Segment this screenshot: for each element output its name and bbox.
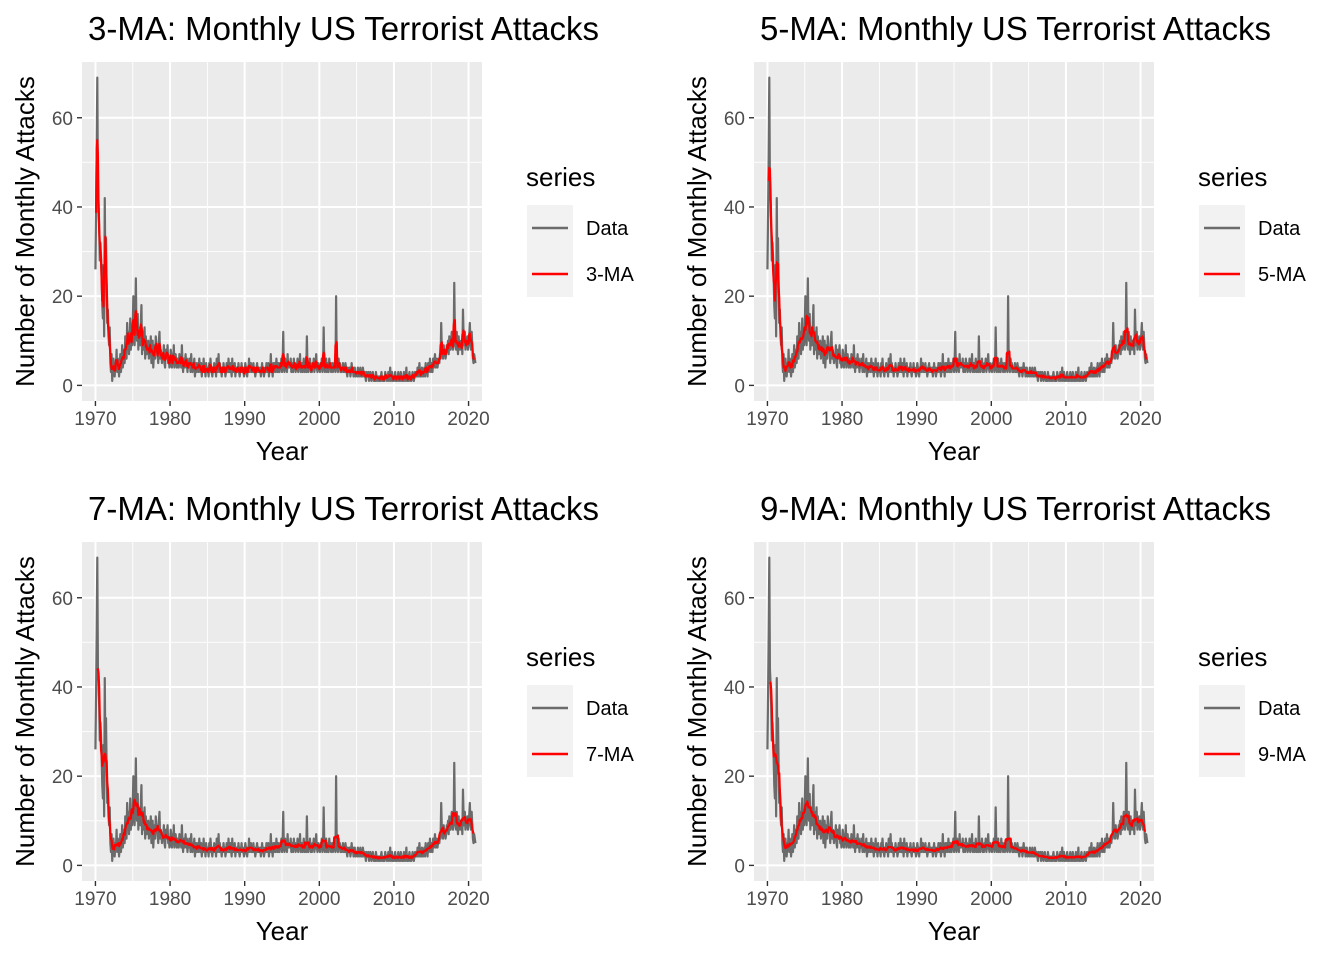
y-tick-label: 40 [52, 198, 73, 219]
x-tick-label: 2000 [970, 889, 1012, 910]
y-tick-label: 60 [724, 589, 745, 610]
x-tick-label: 2010 [1045, 889, 1087, 910]
y-tick-label: 0 [734, 856, 745, 877]
legend: series Data 7-MA [526, 642, 634, 777]
chart-title: 5-MA: Monthly US Terrorist Attacks [760, 10, 1271, 47]
x-tick-label: 2000 [970, 409, 1012, 430]
legend-label: Data [1258, 218, 1301, 240]
series-line-moving-average [94, 138, 476, 381]
y-tick-label: 20 [52, 767, 73, 788]
y-tick-label: 40 [724, 678, 745, 699]
x-tick-label: 1980 [821, 409, 863, 430]
legend-title: series [1198, 642, 1267, 672]
y-tick-label: 40 [52, 678, 73, 699]
y-axis-label: Number of Monthly Attacks [10, 556, 40, 867]
x-axis-label: Year [256, 916, 309, 946]
y-tick-label: 60 [52, 109, 73, 130]
y-tick-label: 60 [52, 589, 73, 610]
x-tick-label: 2000 [298, 889, 340, 910]
y-tick-label: 0 [62, 376, 73, 397]
legend-label: 3-MA [586, 264, 634, 286]
x-tick-label: 2020 [1119, 409, 1161, 430]
y-tick-label: 40 [724, 198, 745, 219]
x-tick-label: 2010 [1045, 409, 1087, 430]
x-tick-label: 1970 [74, 409, 116, 430]
x-tick-label: 1980 [149, 889, 191, 910]
x-tick-label: 2020 [1119, 889, 1161, 910]
x-tick-label: 1990 [224, 889, 266, 910]
y-tick-label: 0 [734, 376, 745, 397]
y-tick-label: 20 [52, 287, 73, 308]
x-tick-label: 1990 [896, 409, 938, 430]
x-tick-label: 1980 [149, 409, 191, 430]
series-line-moving-average [768, 681, 1147, 860]
x-tick-label: 1990 [896, 889, 938, 910]
x-tick-label: 2020 [447, 889, 489, 910]
chart-panel-2: 5-MA: Monthly US Terrorist Attacks 1970 19… [682, 10, 1306, 466]
x-tick-label: 2010 [373, 889, 415, 910]
x-tick-label: 1970 [74, 889, 116, 910]
y-tick-label: 20 [724, 767, 745, 788]
y-tick-label: 20 [724, 287, 745, 308]
legend-title: series [526, 642, 595, 672]
y-tick-label: 60 [724, 109, 745, 130]
chart-title: 9-MA: Monthly US Terrorist Attacks [760, 490, 1271, 527]
chart-title: 7-MA: Monthly US Terrorist Attacks [88, 490, 599, 527]
y-axis-label: Number of Monthly Attacks [10, 76, 40, 387]
series-line-moving-average [96, 668, 475, 860]
chart-panel-4: 9-MA: Monthly US Terrorist Attacks 1970 19… [682, 490, 1306, 946]
x-axis-label: Year [256, 436, 309, 466]
y-axis-label: Number of Monthly Attacks [682, 76, 712, 387]
x-tick-label: 1970 [746, 409, 788, 430]
x-tick-label: 2000 [298, 409, 340, 430]
chart-panel-1: 3-MA: Monthly US Terrorist Attacks 1970 19… [10, 10, 634, 466]
chart-title: 3-MA: Monthly US Terrorist Attacks [88, 10, 599, 47]
x-tick-label: 2020 [447, 409, 489, 430]
y-tick-label: 0 [62, 856, 73, 877]
legend-title: series [526, 162, 595, 192]
x-axis-label: Year [928, 436, 981, 466]
legend: series Data 5-MA [1198, 162, 1306, 297]
legend-label: Data [1258, 698, 1301, 720]
x-tick-label: 1970 [746, 889, 788, 910]
legend-label: Data [586, 218, 629, 240]
x-tick-label: 1980 [821, 889, 863, 910]
legend-label: 9-MA [1258, 744, 1306, 766]
y-axis-label: Number of Monthly Attacks [682, 556, 712, 867]
legend: series Data 3-MA [526, 162, 634, 297]
legend-title: series [1198, 162, 1267, 192]
x-tick-label: 2010 [373, 409, 415, 430]
legend-label: 5-MA [1258, 264, 1306, 286]
series-line-moving-average [767, 166, 1148, 381]
legend-label: 7-MA [586, 744, 634, 766]
x-axis-label: Year [928, 916, 981, 946]
x-tick-label: 1990 [224, 409, 266, 430]
legend: series Data 9-MA [1198, 642, 1306, 777]
chart-panel-3: 7-MA: Monthly US Terrorist Attacks 1970 19… [10, 490, 634, 946]
legend-label: Data [586, 698, 629, 720]
